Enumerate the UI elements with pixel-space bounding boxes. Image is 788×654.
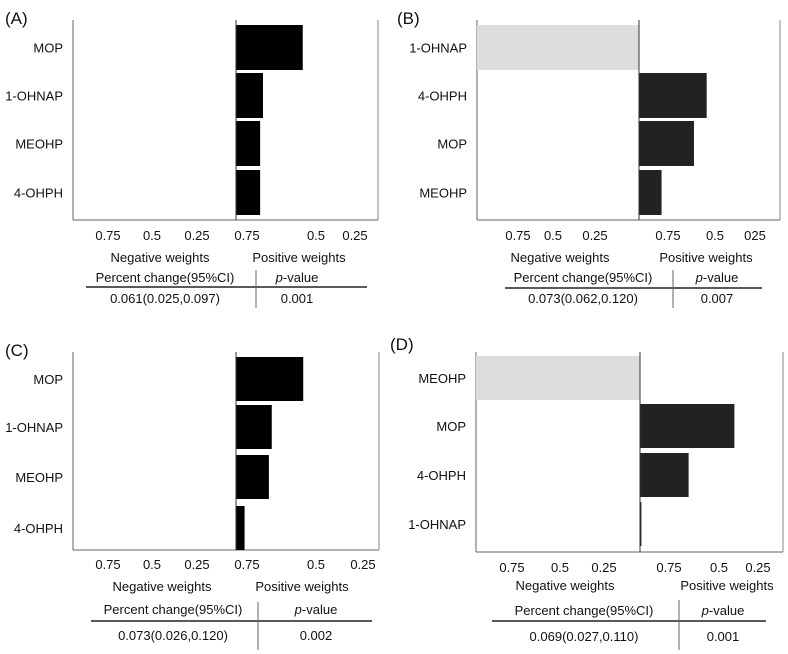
p-value: 0.001 — [707, 629, 740, 644]
tick-label-negative: 0.25 — [184, 557, 209, 572]
p-value: 0.007 — [701, 291, 734, 306]
tick-label-negative: 0.5 — [143, 228, 161, 243]
category-label: 1-OHNAP — [5, 420, 63, 435]
bar-positive — [639, 170, 662, 215]
bar-positive — [236, 25, 303, 70]
category-label: 4-OHPH — [14, 521, 63, 536]
tick-label-negative: 0.75 — [95, 557, 120, 572]
bar-positive — [236, 405, 272, 449]
category-label: MOP — [33, 372, 63, 387]
positive-weights-label: Positive weights — [659, 250, 753, 265]
positive-weights-label: Positive weights — [252, 250, 346, 265]
tick-label-positive: 0.25 — [745, 560, 770, 575]
bar-positive — [236, 506, 245, 550]
category-label: MOP — [436, 419, 466, 434]
bar-positive — [640, 404, 735, 448]
category-label: 1-OHNAP — [409, 41, 467, 56]
tick-label-negative: 0.25 — [591, 560, 616, 575]
category-label: MEOHP — [418, 371, 466, 386]
tick-label-negative: 0.75 — [505, 228, 530, 243]
panel-label: (B) — [397, 9, 420, 28]
p-italic: p — [294, 602, 302, 617]
tick-label-positive: 0.75 — [234, 557, 259, 572]
category-label: MEOHP — [15, 470, 63, 485]
negative-weights-label: Negative weights — [111, 250, 210, 265]
category-label: MOP — [33, 41, 63, 56]
p-italic: p — [701, 603, 709, 618]
table-header-p-value: p-value — [294, 602, 338, 617]
positive-weights-label: Positive weights — [255, 579, 349, 594]
bar-negative — [477, 25, 639, 70]
category-label: 4-OHPH — [417, 468, 466, 483]
p-value-suffix: -value — [703, 270, 738, 285]
panel-d: (D) MEOHP MOP 4-OHPH 1-OHNAP 0.75 0.5 0.25 0.75 0… — [390, 335, 784, 650]
tick-label-negative: 0.5 — [544, 228, 562, 243]
category-label: 4-OHPH — [418, 89, 467, 104]
tick-label-positive: 0.75 — [656, 560, 681, 575]
category-label: 1-OHNAP — [5, 89, 63, 104]
negative-weights-label: Negative weights — [516, 578, 615, 593]
category-label: 4-OHPH — [14, 186, 63, 201]
panel-a: (A) MOP 1-OHNAP MEOHP 4-OHPH 0.75 0.5 0.25 0.75 0… — [5, 9, 379, 308]
tick-label-positive: 025 — [744, 228, 766, 243]
table-header-p-value: p-value — [695, 270, 739, 285]
panel-label: (C) — [5, 341, 29, 360]
bar-positive — [236, 170, 261, 215]
tick-label-negative: 0.75 — [95, 228, 120, 243]
bar-positive — [236, 357, 304, 401]
tick-label-negative: 0.25 — [582, 228, 607, 243]
category-label: MEOHP — [15, 137, 63, 152]
tick-label-positive: 0.75 — [655, 228, 680, 243]
table-header-percent-change: Percent change(95%CI) — [96, 270, 235, 285]
tick-label-positive: 0.5 — [307, 228, 325, 243]
bar-positive — [236, 455, 269, 499]
bar-positive — [639, 121, 694, 166]
table-header-p-value: p-value — [701, 603, 745, 618]
tick-label-positive: 0.5 — [706, 228, 724, 243]
tick-label-negative: 0.5 — [143, 557, 161, 572]
panel-label: (D) — [390, 335, 414, 354]
tick-label-positive: 0.5 — [710, 560, 728, 575]
bar-negative — [476, 356, 640, 400]
p-value: 0.001 — [281, 291, 314, 306]
bar-positive — [236, 121, 261, 166]
panel-c: (C) MOP 1-OHNAP MEOHP 4-OHPH 0.75 0.5 0.25 0.75 0… — [5, 341, 380, 650]
p-value-suffix: -value — [709, 603, 744, 618]
percent-change-value: 0.073(0.062,0.120) — [528, 291, 638, 306]
table-header-percent-change: Percent change(95%CI) — [515, 603, 654, 618]
percent-change-value: 0.073(0.026,0.120) — [118, 628, 228, 643]
p-value-suffix: -value — [283, 270, 318, 285]
category-label: MOP — [437, 137, 467, 152]
bar-positive — [236, 73, 263, 118]
percent-change-value: 0.069(0.027,0.110) — [530, 629, 639, 644]
category-label: MEOHP — [419, 186, 467, 201]
positive-weights-label: Positive weights — [680, 578, 774, 593]
tick-label-negative: 0.75 — [499, 560, 524, 575]
tick-label-positive: 0.25 — [350, 557, 375, 572]
bar-positive — [640, 453, 689, 497]
category-label: 1-OHNAP — [408, 517, 466, 532]
table-header-percent-change: Percent change(95%CI) — [104, 602, 243, 617]
bar-positive — [639, 73, 707, 118]
panel-b: (B) 1-OHNAP 4-OHPH MOP MEOHP 0.75 0.5 0.25 0.75 0… — [397, 9, 781, 308]
tick-label-negative: 0.5 — [551, 560, 569, 575]
p-value: 0.002 — [300, 628, 333, 643]
tick-label-positive: 0.75 — [234, 228, 259, 243]
tick-label-negative: 0.25 — [184, 228, 209, 243]
negative-weights-label: Negative weights — [113, 579, 212, 594]
p-italic: p — [275, 270, 283, 285]
panel-label: (A) — [5, 9, 28, 28]
p-italic: p — [695, 270, 703, 285]
table-header-percent-change: Percent change(95%CI) — [514, 270, 653, 285]
table-header-p-value: p-value — [275, 270, 319, 285]
p-value-suffix: -value — [302, 602, 337, 617]
percent-change-value: 0.061(0.025,0.097) — [110, 291, 220, 306]
tick-label-positive: 0.25 — [342, 228, 367, 243]
bar-positive — [640, 502, 642, 546]
tick-label-positive: 0.5 — [307, 557, 325, 572]
negative-weights-label: Negative weights — [511, 250, 610, 265]
